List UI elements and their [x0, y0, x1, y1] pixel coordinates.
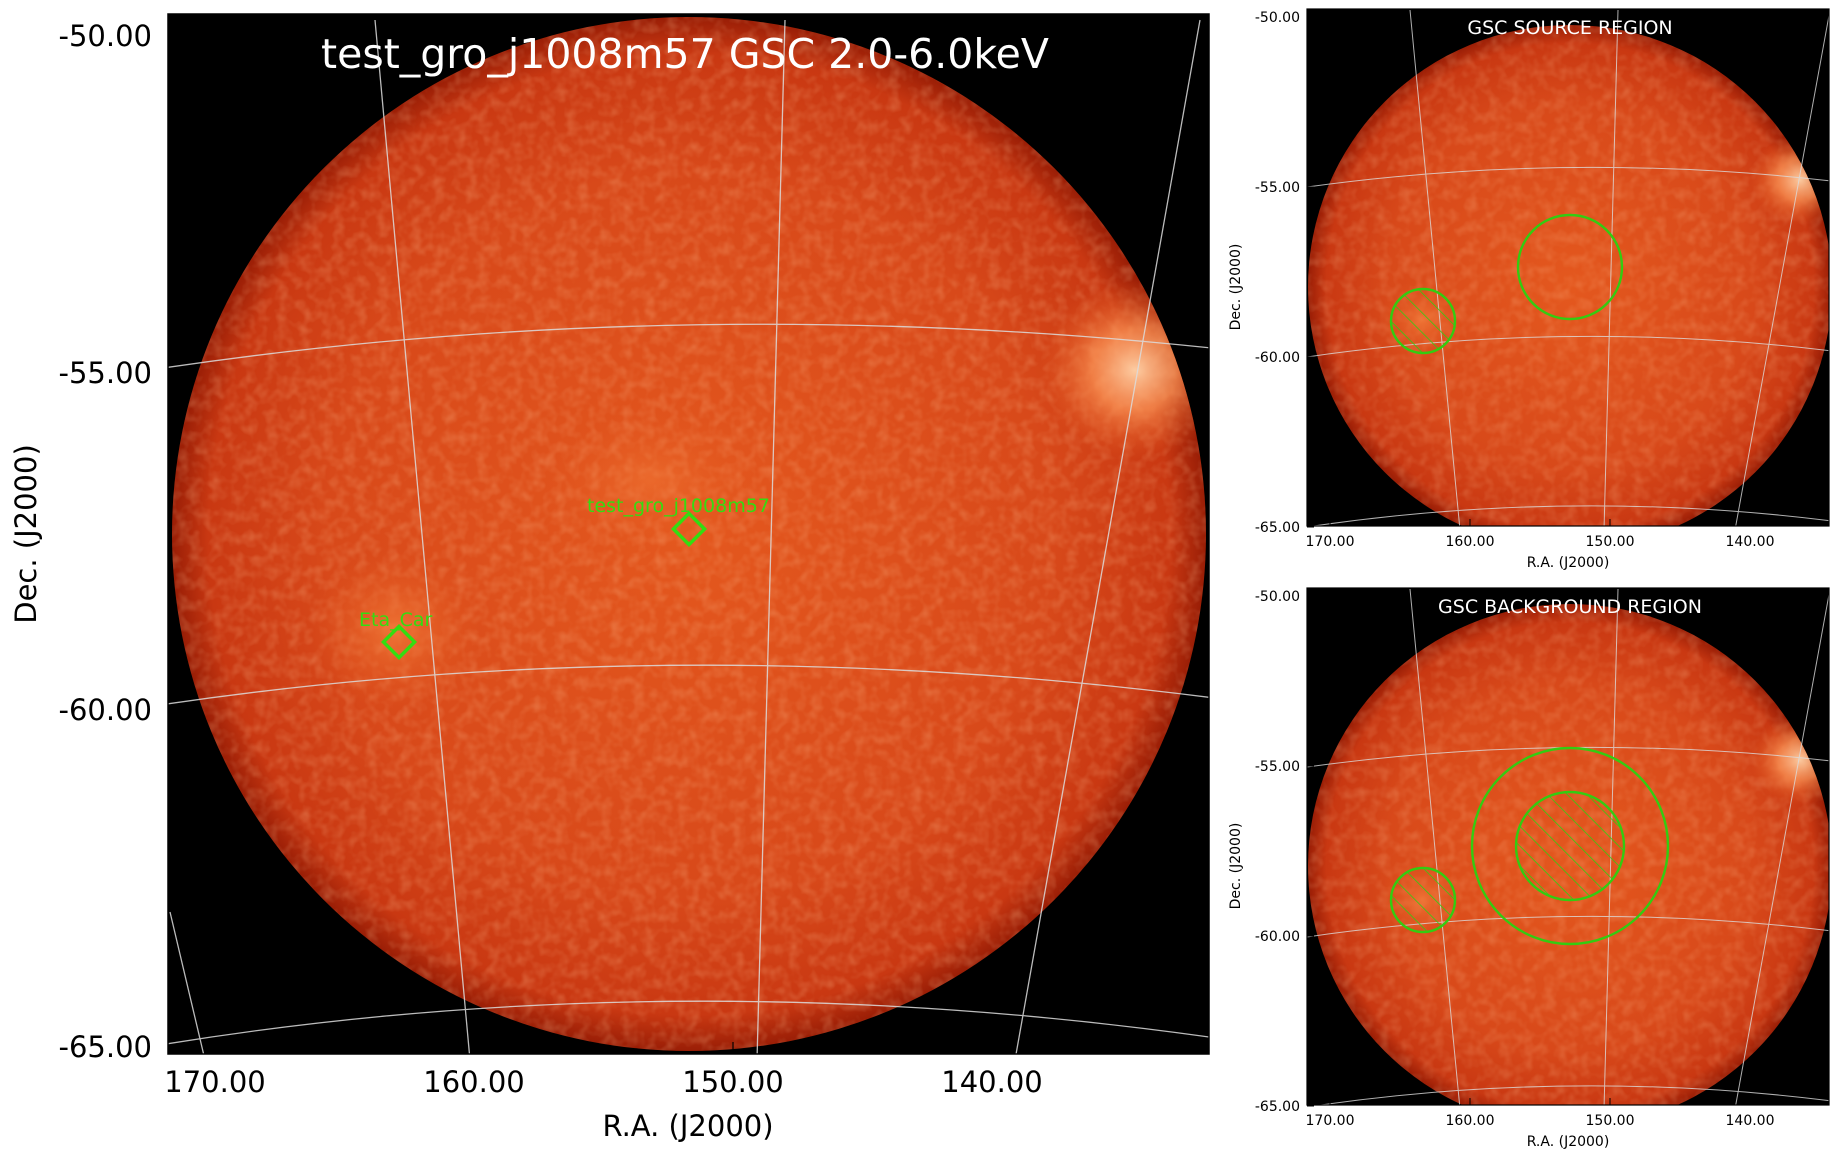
region-circle-icon — [1389, 287, 1457, 355]
ytick-label: -60.00 — [1255, 929, 1300, 945]
xtick-label: 140.00 — [941, 1065, 1042, 1099]
source-label: test_gro_j1008m57 — [587, 495, 770, 517]
xtick-label: 140.00 — [1726, 534, 1775, 550]
source-panel-title: GSC SOURCE REGION — [1467, 17, 1672, 39]
source-diamond-icon — [380, 623, 418, 661]
ytick-label: -60.00 — [1255, 350, 1300, 366]
ytick-label: -65.00 — [1255, 520, 1300, 536]
main-title: test_gro_j1008m57 GSC 2.0-6.0keV — [321, 30, 1049, 78]
region-circle-icon — [1389, 866, 1457, 934]
x-axis-label: R.A. (J2000) — [602, 1109, 773, 1143]
xtick-label: 150.00 — [1586, 1113, 1635, 1129]
xtick-label: 160.00 — [423, 1065, 524, 1099]
region-circle-icon — [1470, 746, 1670, 946]
y-axis-label: Dec. (J2000) — [1228, 244, 1244, 331]
source-marker-target: test_gro_j1008m57 — [587, 495, 770, 548]
target-glow — [540, 410, 760, 550]
x-axis-label: R.A. (J2000) — [1527, 1134, 1610, 1150]
ytick-label: -50.00 — [1255, 10, 1300, 26]
region-circle-icon — [1514, 790, 1626, 902]
xtick-label: 170.00 — [164, 1065, 265, 1099]
main-image-panel: test_gro_j1008m57 Eta_Car test_gro_j1008… — [9, 13, 1210, 1143]
source-diamond-icon — [670, 510, 708, 548]
xtick-label: 170.00 — [1306, 1113, 1355, 1129]
source-region-panel: GSC SOURCE REGION -50.00 -55.00 -60.00 -… — [1228, 8, 1830, 571]
source-ticks — [1307, 16, 1751, 528]
ytick-label: -55.00 — [1255, 180, 1300, 196]
xtick-label: 150.00 — [1586, 534, 1635, 550]
y-axis-label: Dec. (J2000) — [1228, 823, 1244, 910]
coordinate-grid — [168, 19, 1209, 1054]
ytick-label: -50.00 — [1255, 589, 1300, 605]
source-label: Eta_Car — [359, 609, 433, 631]
xtick-label: 150.00 — [682, 1065, 783, 1099]
y-axis-label: Dec. (J2000) — [9, 444, 43, 624]
xtick-label: 160.00 — [1446, 534, 1495, 550]
xtick-label: 170.00 — [1306, 534, 1355, 550]
source-marker-eta-car: Eta_Car — [359, 609, 433, 661]
ytick-label: -50.00 — [59, 19, 153, 53]
ytick-label: -55.00 — [1255, 759, 1300, 775]
region-circle-icon — [1516, 213, 1624, 321]
ytick-label: -60.00 — [59, 693, 153, 727]
ytick-label: -55.00 — [59, 356, 153, 390]
coordinate-grid — [1307, 9, 1829, 526]
background-panel-title: GSC BACKGROUND REGION — [1438, 596, 1702, 618]
ytick-label: -65.00 — [59, 1030, 153, 1064]
xtick-label: 140.00 — [1726, 1113, 1775, 1129]
background-ticks — [1307, 595, 1751, 1107]
ytick-label: -65.00 — [1255, 1099, 1300, 1115]
background-region-panel: GSC BACKGROUND REGION -50.00 -55.00 -60.… — [1228, 587, 1830, 1150]
xtick-label: 160.00 — [1446, 1113, 1495, 1129]
main-ticks — [168, 35, 993, 1054]
x-axis-label: R.A. (J2000) — [1527, 555, 1610, 571]
